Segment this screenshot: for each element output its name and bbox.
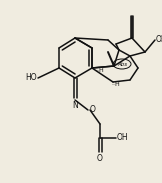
Text: ··H: ··H bbox=[112, 81, 120, 87]
Text: OH: OH bbox=[156, 35, 162, 44]
Text: O: O bbox=[90, 106, 96, 115]
Text: OH: OH bbox=[117, 134, 129, 143]
Text: O: O bbox=[97, 154, 103, 163]
Text: N: N bbox=[72, 101, 78, 110]
Text: Abs: Abs bbox=[117, 61, 127, 66]
Text: ··H: ··H bbox=[96, 68, 104, 72]
Text: HO: HO bbox=[25, 74, 37, 83]
